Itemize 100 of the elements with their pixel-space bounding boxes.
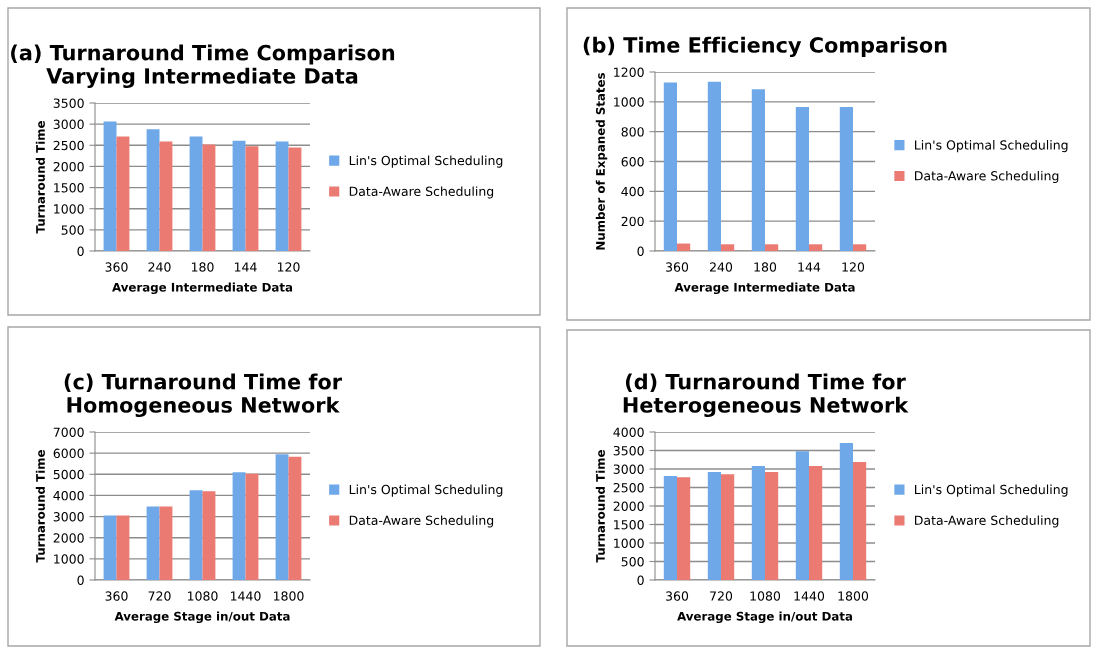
- bar: [751, 466, 765, 580]
- y-tick-label: 3000: [53, 512, 84, 522]
- bar: [189, 490, 203, 580]
- y-tick-label: 4000: [613, 427, 644, 437]
- x-axis-title: Average Intermediate Data: [674, 282, 855, 295]
- chart-title: (d) Turnaround Time for Heterogeneous Network: [623, 373, 909, 418]
- x-tick-label: 1800: [838, 591, 869, 601]
- x-tick-label: 180: [754, 262, 777, 272]
- y-tick-label: 1200: [614, 67, 644, 77]
- y-tick-label: 800: [621, 127, 644, 137]
- bar: [839, 443, 853, 580]
- legend-label: Data-Aware Scheduling: [349, 515, 494, 528]
- legend-label: Lin's Optimal Scheduling: [915, 484, 1068, 497]
- y-tick-label: 500: [621, 556, 644, 567]
- bar: [245, 473, 259, 580]
- y-axis-title: Turnaround Time: [35, 121, 45, 234]
- legend-label: Data-Aware Scheduling: [349, 186, 494, 199]
- y-tick-label: 0: [77, 246, 84, 256]
- y-axis-title: Turnaround Time: [35, 450, 45, 563]
- bar: [146, 506, 160, 580]
- bar: [663, 476, 677, 580]
- chart-title: (b) Time Efficiency Comparison: [583, 36, 947, 58]
- y-tick-label: 0: [77, 575, 84, 585]
- y-tick-label: 500: [61, 225, 84, 235]
- bar: [765, 471, 779, 580]
- bar: [765, 244, 779, 251]
- bar: [795, 107, 809, 251]
- bar: [663, 82, 677, 251]
- y-tick-label: 1000: [54, 204, 84, 214]
- x-tick-label: 1800: [273, 591, 304, 601]
- x-tick-label: 120: [277, 262, 300, 272]
- x-tick-label: 360: [666, 591, 689, 601]
- x-tick-label: 1440: [230, 591, 261, 601]
- y-tick-label: 400: [621, 186, 644, 197]
- y-tick-label: 1000: [614, 538, 644, 548]
- y-tick-label: 7000: [53, 427, 84, 437]
- x-axis-title: Average Stage in/out Data: [114, 611, 290, 624]
- bar: [707, 81, 721, 251]
- bar: [853, 461, 867, 580]
- y-tick-label: 3000: [613, 464, 644, 474]
- x-axis-title: Average Intermediate Data: [112, 282, 293, 295]
- legend-label: Data-Aware Scheduling: [915, 515, 1059, 528]
- x-axis-title: Average Stage in/out Data: [677, 611, 852, 624]
- bar: [677, 477, 691, 580]
- y-tick-label: 1500: [54, 183, 84, 193]
- bar: [159, 141, 173, 251]
- y-tick-label: 3000: [53, 119, 84, 130]
- x-tick-label: 1080: [187, 591, 218, 601]
- y-tick-label: 0: [637, 246, 644, 256]
- bar: [809, 466, 823, 580]
- x-tick-label: 144: [798, 262, 821, 272]
- bar: [189, 136, 203, 251]
- y-tick-label: 3500: [53, 98, 84, 108]
- y-tick-label: 2500: [613, 482, 644, 493]
- x-tick-label: 240: [709, 262, 733, 272]
- y-axis-title: Number of Expaned States: [595, 72, 608, 250]
- bar: [245, 146, 259, 251]
- bar: [146, 129, 160, 251]
- x-tick-label: 144: [234, 262, 257, 272]
- y-axis-title: Turnaround Time: [595, 450, 605, 563]
- x-tick-label: 1440: [794, 591, 825, 601]
- y-tick-label: 4000: [53, 490, 84, 501]
- y-tick-label: 3500: [613, 445, 644, 456]
- bar: [288, 456, 302, 580]
- y-tick-label: 0: [637, 575, 644, 585]
- legend-label: Lin's Optimal Scheduling: [915, 140, 1068, 153]
- x-tick-label: 360: [105, 591, 128, 601]
- x-tick-label: 720: [148, 591, 171, 601]
- y-tick-label: 1500: [614, 519, 644, 530]
- x-tick-label: 360: [105, 262, 128, 272]
- y-tick-label: 1000: [614, 97, 644, 107]
- bar: [202, 144, 216, 251]
- x-tick-label: 360: [666, 262, 689, 272]
- bar: [116, 515, 130, 580]
- bar: [677, 243, 691, 251]
- y-tick-label: 2000: [613, 501, 644, 511]
- bar: [839, 107, 853, 251]
- y-tick-label: 2000: [53, 533, 84, 543]
- y-tick-label: 1000: [54, 554, 84, 564]
- x-tick-label: 180: [191, 262, 214, 272]
- x-tick-label: 1080: [750, 591, 781, 601]
- bar: [159, 506, 173, 580]
- bar: [288, 147, 302, 251]
- bar: [721, 474, 735, 580]
- bar: [853, 244, 867, 251]
- x-tick-label: 240: [148, 262, 171, 272]
- bar: [275, 141, 289, 251]
- chart-title: (a) Turnaround Time Comparison Varying Intermediate Data: [11, 44, 395, 89]
- chart-title: (c) Turnaround Time for Homogeneous Network: [64, 373, 342, 418]
- y-tick-label: 2500: [53, 140, 84, 151]
- bar: [116, 136, 130, 251]
- bar: [707, 471, 721, 580]
- x-tick-label: 720: [710, 591, 733, 601]
- bar: [103, 515, 117, 580]
- y-tick-label: 5000: [53, 469, 84, 480]
- y-tick-label: 2000: [53, 161, 84, 172]
- bar: [751, 89, 765, 251]
- legend-label: Lin's Optimal Scheduling: [349, 155, 503, 168]
- x-tick-label: 120: [842, 262, 865, 272]
- bar: [103, 121, 117, 251]
